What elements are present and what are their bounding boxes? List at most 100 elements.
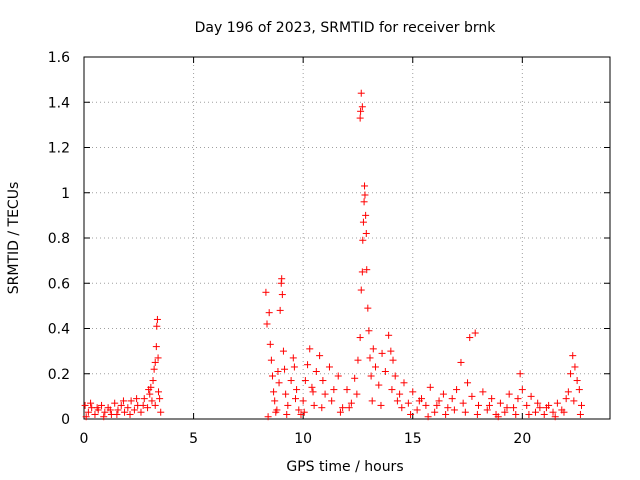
data-point — [263, 320, 271, 328]
data-point — [368, 397, 376, 405]
data-point — [512, 410, 520, 418]
y-tick-label: 0.6 — [48, 276, 70, 292]
data-point — [387, 347, 395, 355]
data-point — [130, 406, 138, 414]
data-point — [365, 327, 373, 335]
data-point — [562, 395, 570, 403]
data-point — [321, 390, 329, 398]
y-tick-label: 0 — [61, 412, 70, 428]
data-point — [358, 103, 366, 111]
data-point — [140, 395, 148, 403]
data-point — [309, 388, 317, 396]
data-point — [468, 392, 476, 400]
data-point — [282, 390, 290, 398]
data-point — [439, 390, 447, 398]
data-point — [156, 395, 164, 403]
data-point — [100, 413, 108, 421]
data-point — [290, 363, 298, 371]
data-point — [93, 404, 101, 412]
data-point — [536, 404, 544, 412]
data-point — [551, 413, 559, 421]
data-point — [91, 410, 99, 418]
y-tick-label: 1.6 — [48, 50, 70, 66]
data-point — [442, 410, 450, 418]
data-point — [274, 367, 282, 375]
data-point — [459, 399, 467, 407]
data-point — [357, 286, 365, 294]
data-point — [375, 381, 383, 389]
data-point — [361, 191, 369, 199]
data-point — [514, 395, 522, 403]
data-point — [133, 395, 141, 403]
data-point — [553, 399, 561, 407]
data-point — [347, 399, 355, 407]
data-point — [567, 370, 575, 378]
data-point — [278, 275, 286, 283]
data-point — [494, 413, 502, 421]
data-point — [475, 401, 482, 409]
data-point — [121, 408, 129, 416]
data-point — [268, 372, 276, 380]
data-point — [356, 114, 364, 122]
data-point — [113, 410, 121, 418]
data-point — [431, 408, 439, 416]
data-point — [426, 383, 434, 391]
y-tick-label: 1 — [61, 186, 70, 202]
data-point — [279, 347, 287, 355]
data-point — [265, 309, 273, 317]
data-point — [266, 340, 274, 348]
data-point — [339, 404, 347, 412]
data-point — [295, 406, 303, 414]
data-point — [400, 379, 408, 387]
data-point — [157, 408, 165, 416]
data-point — [433, 401, 441, 409]
data-point — [360, 198, 368, 206]
data-point — [304, 361, 312, 369]
data-point — [278, 291, 286, 299]
data-point — [398, 404, 406, 412]
data-point — [549, 408, 557, 416]
data-point — [359, 218, 367, 226]
data-point — [461, 408, 469, 416]
y-tick-label: 0.2 — [48, 367, 70, 383]
data-point — [377, 401, 385, 409]
data-point — [139, 401, 147, 409]
data-point — [359, 236, 367, 244]
axis-ticks — [83, 56, 610, 420]
data-point — [575, 386, 583, 394]
x-axis-label: GPS time / hours — [286, 459, 403, 475]
data-point — [151, 358, 159, 366]
data-point — [404, 399, 412, 407]
data-point — [485, 401, 493, 409]
chart-title: Day 196 of 2023, SRMTID for receiver brn… — [195, 20, 497, 36]
data-point — [457, 358, 465, 366]
data-point — [542, 404, 550, 412]
data-point — [366, 354, 374, 362]
data-point — [363, 266, 371, 274]
data-point — [444, 404, 452, 412]
data-point — [293, 386, 301, 394]
data-point — [358, 268, 366, 276]
data-point — [300, 408, 308, 416]
data-point — [150, 365, 158, 373]
data-point — [396, 390, 404, 398]
data-point — [325, 363, 333, 371]
data-point — [306, 345, 314, 353]
data-point — [510, 404, 518, 412]
data-point — [111, 399, 119, 407]
data-point — [343, 386, 351, 394]
data-point — [516, 370, 524, 378]
y-tick-label: 1.4 — [48, 95, 70, 111]
data-point — [155, 388, 163, 396]
data-point — [262, 288, 270, 296]
data-point — [330, 386, 338, 394]
data-point — [334, 372, 342, 380]
data-point — [310, 401, 318, 409]
data-point — [283, 410, 291, 418]
data-point — [316, 352, 324, 360]
data-point — [527, 392, 535, 400]
data-point — [356, 334, 364, 342]
y-axis-label: SRMTID / TECUs — [6, 182, 22, 295]
data-point — [576, 410, 584, 418]
